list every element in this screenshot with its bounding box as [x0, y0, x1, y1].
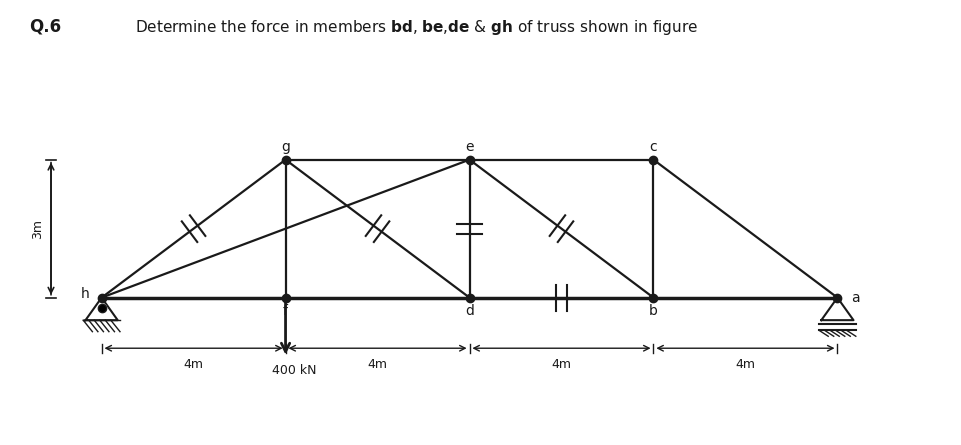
- Text: 4m: 4m: [367, 358, 387, 371]
- Text: 400 kN: 400 kN: [272, 364, 317, 377]
- Text: 4m: 4m: [551, 358, 571, 371]
- Text: 4m: 4m: [184, 358, 204, 371]
- Text: h: h: [81, 287, 89, 301]
- Text: b: b: [649, 303, 657, 318]
- Text: Q.6: Q.6: [29, 18, 61, 36]
- Text: Determine the force in members $\bf{bd}$, $\bf{be}$,$\bf{de}$ & $\bf{gh}$ of tru: Determine the force in members $\bf{bd}$…: [135, 18, 697, 37]
- Text: c: c: [649, 140, 656, 154]
- Text: d: d: [464, 303, 474, 318]
- Text: a: a: [850, 291, 859, 305]
- Text: f: f: [283, 303, 287, 318]
- Text: g: g: [281, 140, 289, 154]
- Text: 3m: 3m: [31, 218, 43, 239]
- Text: e: e: [465, 140, 473, 154]
- Text: 4m: 4m: [734, 358, 754, 371]
